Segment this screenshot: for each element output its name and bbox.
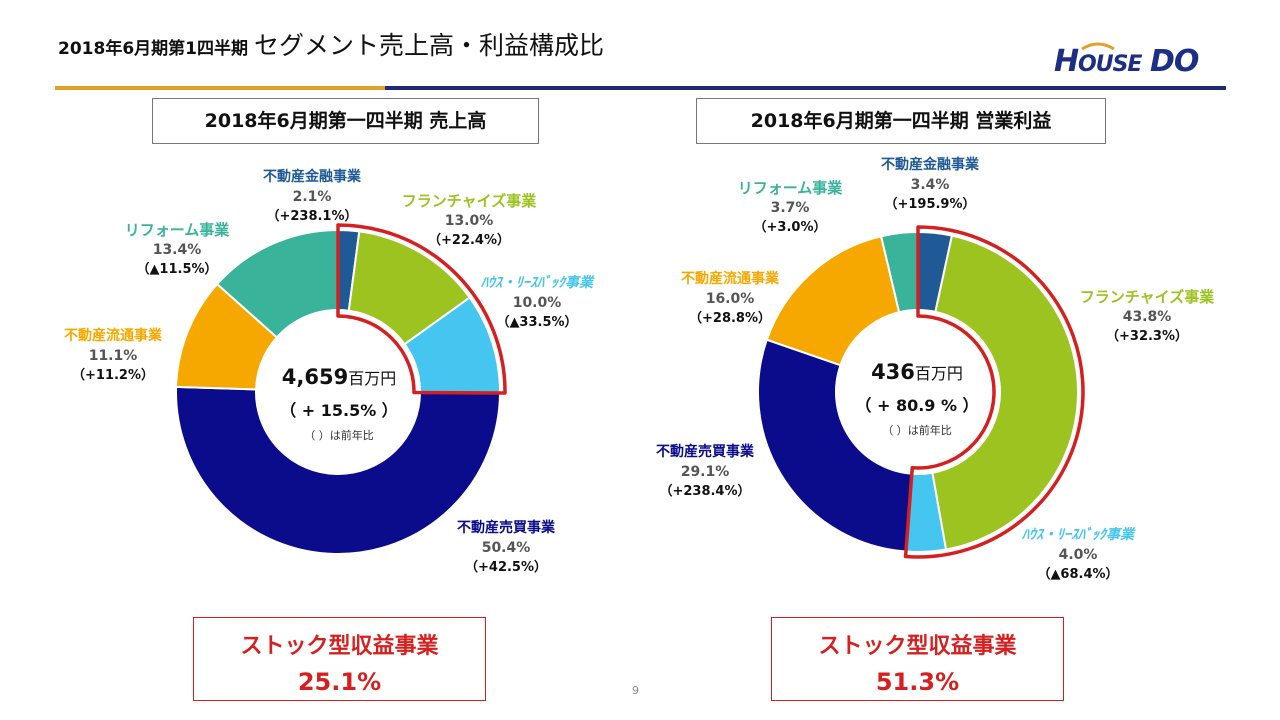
series-name: ﾊｳｽ・ﾘｰｽﾊﾞｯｸ事業: [481, 275, 593, 291]
sales-center: 4,659百万円 （ + 15.5% ） （ ）は前年比: [259, 365, 419, 443]
series-name: 不動産売買事業: [656, 444, 754, 460]
profit-label-leaseback: ﾊｳｽ・ﾘｰｽﾊﾞｯｸ事業 4.0% （▲68.4%）: [1003, 525, 1153, 585]
series-yoy: （+238.4%）: [659, 484, 751, 499]
series-yoy: （+28.8%）: [689, 311, 771, 326]
series-name: 不動産金融事業: [881, 157, 979, 173]
series-name: 不動産金融事業: [263, 169, 361, 185]
profit-donut-chart: [757, 225, 1085, 559]
series-percent: 43.8%: [1122, 309, 1172, 325]
profit-label-reform: リフォーム事業 3.7% （+3.0%）: [715, 178, 865, 238]
series-percent: 50.4%: [481, 540, 531, 556]
profit-label-brokerage: 不動産流通事業 16.0% （+28.8%）: [650, 269, 810, 329]
series-yoy: （▲33.5%）: [496, 315, 578, 330]
logo-wordmark: H OUSE DO: [1054, 42, 1200, 79]
series-yoy: （+238.1%）: [266, 209, 358, 224]
series-name: 不動産流通事業: [64, 328, 162, 344]
profit-unit: 百万円: [914, 364, 963, 383]
sales-note: （ ）は前年比: [304, 429, 374, 442]
series-yoy: （+42.5%）: [465, 560, 547, 575]
profit-slice-brokerage: [765, 235, 901, 367]
series-percent: 11.1%: [88, 348, 138, 364]
svg-text:H: H: [1054, 44, 1079, 79]
series-yoy: （+195.9%）: [884, 197, 976, 212]
series-yoy: （▲68.4%）: [1037, 567, 1119, 582]
stock-value: 51.3%: [875, 668, 960, 696]
sales-total: 4,659: [281, 365, 349, 389]
sales-label-leaseback: ﾊｳｽ・ﾘｰｽﾊﾞｯｸ事業 10.0% （▲33.5%）: [462, 273, 612, 333]
series-percent: 10.0%: [512, 295, 562, 311]
svg-text:DO: DO: [1150, 44, 1199, 79]
series-name: リフォーム事業: [737, 179, 843, 197]
series-percent: 4.0%: [1058, 547, 1098, 563]
sales-label-franchise: フランチャイズ事業 13.0% （+22.4%）: [384, 191, 554, 251]
profit-center: 436百万円 （ + 80.9 % ） （ ）は前年比: [837, 360, 997, 438]
series-name: 不動産流通事業: [681, 271, 779, 287]
series-percent: 29.1%: [680, 464, 730, 480]
profit-total: 436: [871, 360, 915, 384]
sales-label-finance: 不動産金融事業 2.1% （+238.1%）: [237, 167, 387, 227]
page-number: 9: [632, 684, 639, 697]
profit-label-finance: 不動産金融事業 3.4% （+195.9%）: [855, 155, 1005, 215]
profit-label-franchise: フランチャイズ事業 43.8% （+32.3%）: [1052, 287, 1242, 347]
series-name: フランチャイズ事業: [401, 192, 537, 210]
profit-growth: （ + 80.9 % ）: [855, 396, 979, 415]
profit-label-trading: 不動産売買事業 29.1% （+238.4%）: [625, 442, 785, 502]
slide-title: 2018年6月期第1四半期 セグメント売上高・利益構成比: [58, 26, 604, 62]
series-name: ﾊｳｽ・ﾘｰｽﾊﾞｯｸ事業: [1022, 527, 1134, 543]
sales-chart-title: 2018年6月期第一四半期 売上高: [152, 98, 539, 144]
sales-donut-chart: [175, 223, 507, 555]
series-name: フランチャイズ事業: [1079, 288, 1215, 306]
sales-growth: （ + 15.5% ）: [280, 401, 398, 420]
housedo-logo: H OUSE DO: [1052, 40, 1202, 88]
stock-value: 25.1%: [297, 668, 382, 696]
series-percent: 13.0%: [444, 213, 494, 229]
svg-text:OUSE: OUSE: [1078, 52, 1142, 77]
sales-label-reform: リフォーム事業 13.4% （▲11.5%）: [102, 220, 252, 280]
sales-stock-highlight: [336, 223, 507, 395]
stock-label: ストック型収益事業: [818, 634, 1017, 659]
series-percent: 3.7%: [770, 200, 810, 216]
header-rule-gold: [55, 86, 385, 90]
stock-label: ストック型収益事業: [240, 634, 439, 659]
series-name: 不動産売買事業: [457, 520, 555, 536]
title-period: 2018年6月期第1四半期: [58, 39, 248, 59]
series-yoy: （+32.3%）: [1106, 329, 1188, 344]
series-percent: 3.4%: [910, 177, 950, 193]
series-percent: 2.1%: [292, 189, 332, 205]
series-yoy: （+22.4%）: [428, 233, 510, 248]
series-yoy: （+3.0%）: [753, 220, 827, 235]
profit-slice-trading: [757, 338, 913, 553]
header-rule-navy: [385, 86, 1226, 90]
profit-stock-box: ストック型収益事業 51.3%: [771, 617, 1064, 701]
series-percent: 16.0%: [705, 291, 755, 307]
series-name: リフォーム事業: [124, 221, 230, 239]
sales-stock-box: ストック型収益事業 25.1%: [193, 617, 486, 701]
profit-slice-franchise: [931, 234, 1079, 551]
title-main: セグメント売上高・利益構成比: [253, 31, 604, 60]
profit-note: （ ）は前年比: [882, 424, 952, 437]
series-yoy: （▲11.5%）: [136, 262, 218, 277]
profit-stock-highlight: [903, 225, 1085, 559]
sales-slice-trading: [175, 385, 502, 555]
profit-chart-title: 2018年6月期第一四半期 営業利益: [696, 98, 1106, 144]
sales-unit: 百万円: [348, 369, 397, 388]
sales-label-brokerage: 不動産流通事業 11.1% （+11.2%）: [38, 326, 188, 386]
sales-label-trading: 不動産売買事業 50.4% （+42.5%）: [431, 518, 581, 578]
series-yoy: （+11.2%）: [72, 368, 154, 383]
series-percent: 13.4%: [152, 242, 202, 258]
